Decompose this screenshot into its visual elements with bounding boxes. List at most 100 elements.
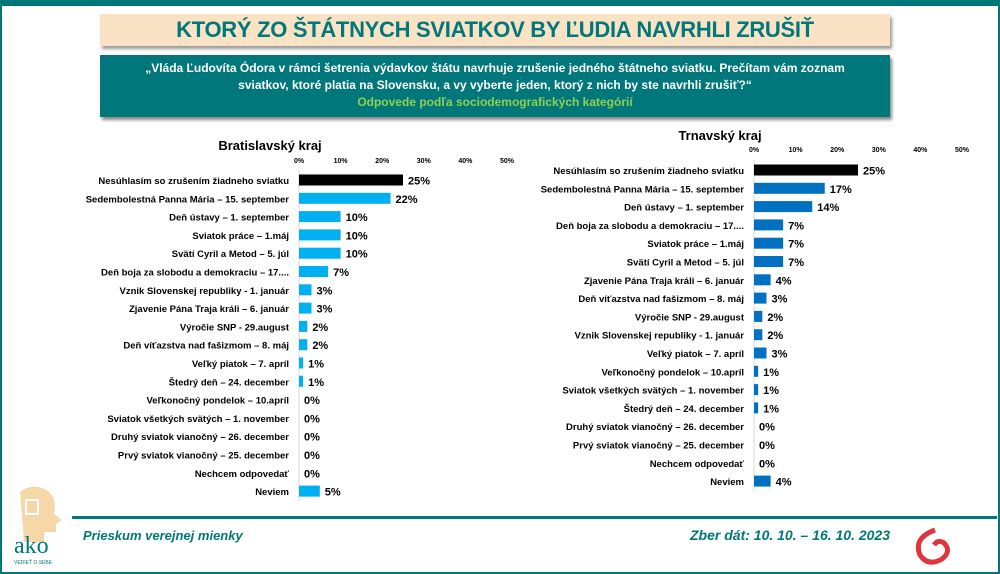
category-label: Nesúhlasím so zrušením žiadneho sviatku <box>553 166 744 177</box>
category-label: Veľký piatok – 7. apríl <box>192 359 289 370</box>
chart-title: Trnavský kraj <box>678 128 761 143</box>
bar <box>754 475 771 487</box>
question-line-2: sviatkov, ktoré platia na Slovensku, a v… <box>238 78 752 92</box>
category-label: Výročie SNP - 29.august <box>180 322 290 333</box>
logo-tagline: VEDIEŤ O SEBE <box>14 558 53 566</box>
bar <box>299 485 320 497</box>
data-label: 2% <box>312 322 328 334</box>
bar <box>754 365 759 377</box>
category-label: Prvý sviatok vianočný – 25. december <box>118 451 289 462</box>
bar <box>299 174 403 186</box>
bar <box>754 402 759 414</box>
data-label: 22% <box>396 194 418 206</box>
data-label: 7% <box>333 267 349 279</box>
data-label: 1% <box>763 403 779 415</box>
page-title: KTORÝ ZO ŠTÁTNYCH SVIATKOV BY ĽUDIA NAVR… <box>100 14 890 46</box>
bar <box>754 310 763 322</box>
category-label: Deň boja za slobodu a demokraciu – 17...… <box>556 221 744 232</box>
bar <box>299 375 304 387</box>
question-line-1: „Vláda Ľudovíta Ódora v rámci šetrenia v… <box>145 61 845 75</box>
data-label: 7% <box>788 239 804 251</box>
tick-label: 10% <box>789 147 804 154</box>
tick-label: 40% <box>913 147 928 154</box>
data-label: 0% <box>759 458 775 470</box>
data-label: 10% <box>346 212 368 224</box>
data-label: 1% <box>763 385 779 397</box>
subtitle: Odpovede podľa sociodemografických kateg… <box>357 95 633 109</box>
question-box: „Vláda Ľudovíta Ódora v rámci šetrenia v… <box>100 55 890 117</box>
data-label: 7% <box>788 220 804 232</box>
data-label: 14% <box>817 202 839 214</box>
category-label: Veľký piatok – 7. apríl <box>647 349 744 360</box>
category-label: Sviatok všetkých svätých – 1. november <box>562 386 744 397</box>
bar <box>299 192 391 204</box>
bar <box>754 219 784 231</box>
bar <box>754 292 767 304</box>
data-label: 0% <box>759 440 775 452</box>
tick-label: 50% <box>500 158 515 165</box>
data-label: 0% <box>304 395 320 407</box>
category-label: Prvý sviatok vianočný – 25. december <box>573 441 744 452</box>
data-label: 0% <box>304 413 320 425</box>
tick-label: 50% <box>955 147 970 154</box>
category-label: Druhý sviatok vianočný – 26. december <box>566 422 744 433</box>
category-label: Nesúhlasím so zrušením žiadneho sviatku <box>98 176 289 187</box>
data-label: 2% <box>312 340 328 352</box>
bar <box>299 211 341 223</box>
category-label: Nechcem odpovedať <box>650 459 745 470</box>
category-label: Druhý sviatok vianočný – 26. december <box>111 432 289 443</box>
data-label: 3% <box>771 349 787 361</box>
bar <box>754 237 784 249</box>
bar <box>299 229 341 241</box>
category-label: Svätí Cyril a Metod – 5. júl <box>627 258 744 269</box>
data-label: 0% <box>304 432 320 444</box>
category-label: Deň ústavy – 1. september <box>624 203 744 214</box>
category-label: Deň boja za slobodu a demokraciu – 17...… <box>101 268 289 279</box>
data-label: 0% <box>304 450 320 462</box>
data-label: 25% <box>863 166 885 178</box>
bar <box>754 201 813 213</box>
data-label: 0% <box>304 468 320 480</box>
bar <box>754 347 767 359</box>
bar <box>299 284 312 296</box>
bar <box>299 339 308 351</box>
bar <box>754 256 784 267</box>
bar <box>754 164 858 176</box>
category-label: Deň víťazstva nad fašizmom – 8. máj <box>578 294 744 305</box>
data-label: 2% <box>767 312 783 324</box>
tick-label: 10% <box>334 158 349 165</box>
data-label: 1% <box>308 359 324 371</box>
data-label: 0% <box>759 422 775 434</box>
ako-logo: ako VEDIEŤ O SEBE <box>14 486 62 566</box>
bar <box>299 302 312 314</box>
data-label: 7% <box>788 257 804 269</box>
bar <box>754 274 771 286</box>
tick-label: 30% <box>872 147 887 154</box>
data-label: 5% <box>325 487 341 499</box>
category-label: Deň víťazstva nad fašizmom – 8. máj <box>123 341 289 352</box>
data-label: 1% <box>308 377 324 389</box>
data-label: 3% <box>771 294 787 306</box>
tick-label: 30% <box>417 158 432 165</box>
data-label: 25% <box>408 176 430 188</box>
category-label: Zjavenie Pána Traja králi – 6. január <box>129 304 289 315</box>
tick-label: 0% <box>749 147 760 154</box>
data-label: 3% <box>316 285 332 297</box>
chart-bratislava: Bratislavský kraj 0% 10% 20% 30% 40% 50% Nesúhl… <box>86 138 515 502</box>
data-label: 4% <box>776 477 792 489</box>
category-label: Neviem <box>255 487 289 498</box>
category-label: Vznik Slovenskej republiky - 1. január <box>575 331 745 342</box>
category-label: Sviatok práce – 1.máj <box>647 239 744 250</box>
bar <box>299 247 341 259</box>
category-label: Výročie SNP - 29.august <box>635 312 745 323</box>
category-label: Nechcem odpovedať <box>195 469 290 480</box>
data-label: 3% <box>316 304 332 316</box>
category-label: Sedembolestná Panna Mária – 15. septembe… <box>541 184 745 195</box>
footer-right: Zber dát: 10. 10. – 16. 10. 2023 <box>690 527 891 543</box>
category-label: Štedrý deň – 24. december <box>169 376 290 388</box>
data-label: 10% <box>346 230 368 242</box>
category-label: Neviem <box>710 477 744 488</box>
category-label: Sedembolestná Panna Mária – 15. septembe… <box>86 194 290 205</box>
category-label: Veľkonočný pondelok – 10.apríl <box>601 367 744 378</box>
